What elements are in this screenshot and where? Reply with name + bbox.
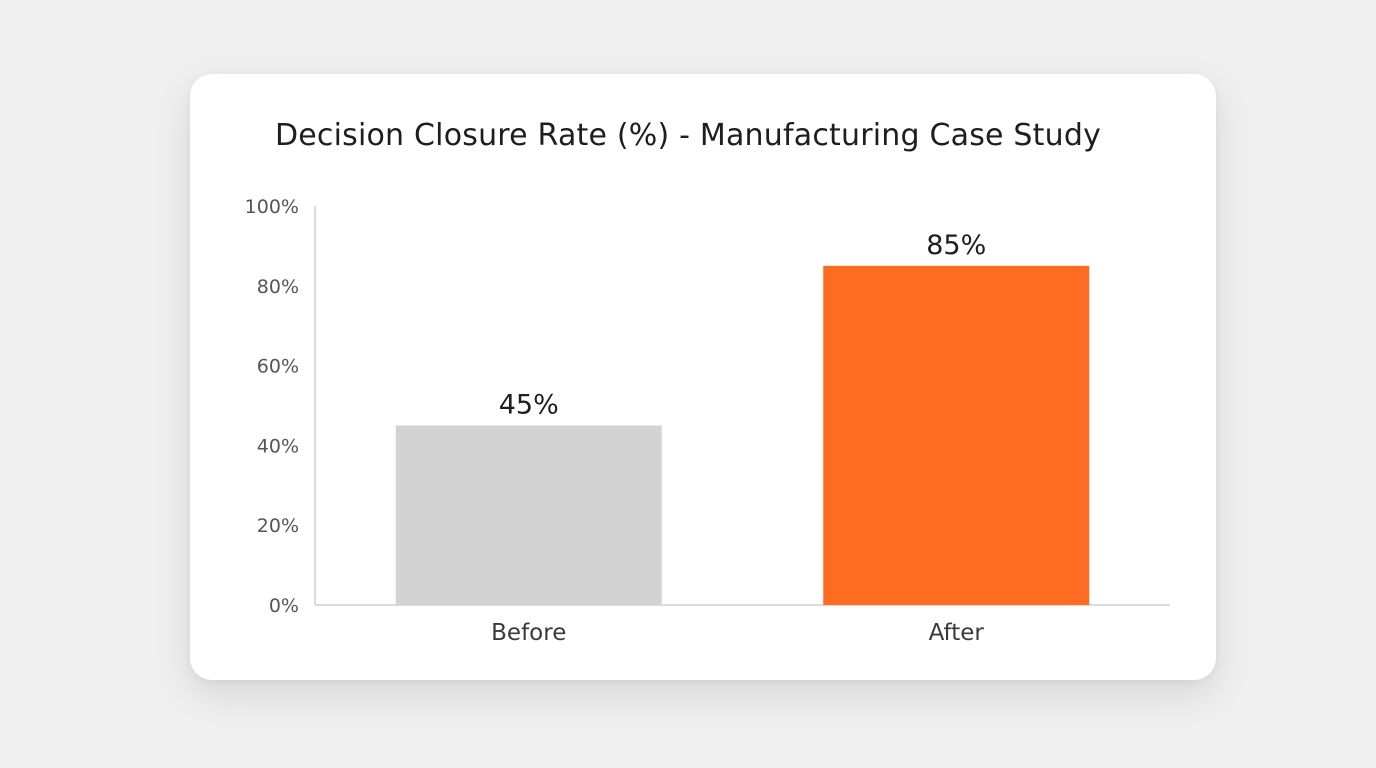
bar-after [823,265,1090,605]
bar-value-label: 45% [499,389,559,420]
chart-title: Decision Closure Rate (%) - Manufacturin… [274,118,1102,153]
bars [395,265,1090,605]
bar-before [395,425,662,605]
bar-value-label: 85% [926,230,986,261]
category-labels: Before After [491,620,984,646]
y-tick-label: 60% [257,356,299,378]
y-tick-label: 40% [257,435,299,457]
y-tick-label: 80% [257,276,299,298]
y-tick-label: 20% [257,515,299,537]
y-tick-label: 100% [245,196,299,218]
x-category-label: Before [491,620,566,646]
x-category-label: After [929,620,985,646]
data-labels: 45% 85% [499,230,987,421]
y-axis-ticks: 0% 20% 40% 60% 80% 100% [245,196,299,617]
y-tick-label: 0% [269,595,299,617]
